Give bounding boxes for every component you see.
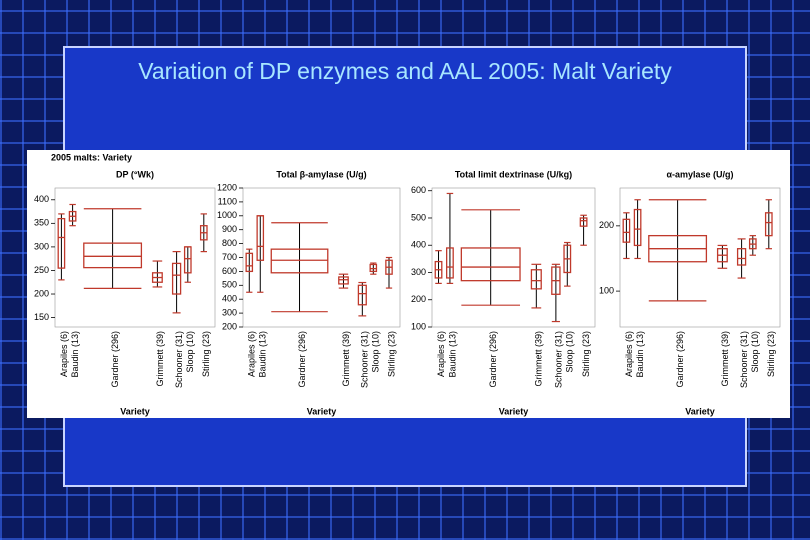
y-tick-label: 1000 (217, 210, 237, 220)
y-tick-label: 300 (34, 241, 49, 251)
figure: 2005 malts: Variety DP (°Wk) Variety 150 20… (27, 150, 790, 418)
y-tick-label: 150 (34, 312, 49, 322)
box (622, 218, 631, 243)
x-tick-label: Baudin (13) (70, 331, 80, 378)
box (270, 248, 329, 274)
box (357, 284, 367, 306)
y-tick-label: 900 (222, 224, 237, 234)
figure-title: 2005 malts: Variety (51, 152, 132, 162)
plot-frame (54, 187, 216, 328)
plot-frame (431, 187, 596, 328)
x-tick-label: Grimmett (39) (720, 331, 730, 387)
y-tick-label: 1100 (218, 196, 237, 206)
x-tick-label: Gardner (296) (297, 331, 307, 388)
x-tick-label: Schooner (31) (360, 331, 370, 388)
box (245, 252, 254, 273)
y-tick-label: 400 (34, 194, 49, 204)
box (338, 276, 349, 285)
x-tick-label: Stirling (23) (581, 331, 591, 377)
y-tick-label: 250 (34, 265, 49, 275)
chart-title: DP (°Wk) (116, 169, 154, 179)
x-tick-label: Sloop (10) (565, 331, 575, 373)
box (446, 247, 454, 279)
box (460, 247, 521, 282)
box (83, 242, 143, 269)
box (579, 217, 588, 227)
box (57, 217, 66, 269)
x-tick-label: Baudin (13) (635, 331, 645, 378)
x-tick-label: Arapiles (6) (436, 331, 446, 377)
x-tick-label: Baudin (13) (258, 331, 268, 378)
y-tick-label: 100 (599, 285, 614, 295)
x-tick-label: Schooner (31) (739, 331, 749, 388)
y-tick-label: 200 (222, 321, 237, 331)
y-tick-label: 200 (599, 220, 614, 230)
x-tick-label: Stirling (23) (766, 331, 776, 377)
slide-title: Variation of DP enzymes and AAL 2005: Ma… (138, 58, 672, 84)
x-tick-label: Gardner (296) (488, 331, 498, 388)
y-tick-label: 300 (222, 307, 237, 317)
box (183, 246, 192, 274)
x-axis-label: Variety (120, 406, 150, 416)
box (764, 212, 773, 237)
box (530, 269, 542, 290)
y-tick-label: 400 (222, 294, 237, 304)
x-tick-label: Sloop (10) (750, 331, 760, 373)
box (256, 215, 265, 261)
y-tick-label: 350 (34, 218, 49, 228)
x-tick-label: Grimmett (39) (155, 331, 165, 387)
y-tick-label: 600 (411, 185, 426, 195)
y-tick-label: 800 (222, 238, 237, 248)
y-tick-label: 100 (411, 321, 426, 331)
box (736, 248, 747, 266)
y-tick-label: 600 (222, 266, 237, 276)
chart-title: Total limit dextrinase (U/kg) (455, 169, 572, 179)
y-tick-label: 200 (34, 288, 49, 298)
y-tick-label: 500 (411, 212, 426, 222)
x-tick-label: Stirling (23) (201, 331, 211, 377)
x-tick-label: Arapiles (6) (247, 331, 257, 377)
x-tick-label: Grimmett (39) (341, 331, 351, 387)
y-tick-label: 400 (411, 240, 426, 250)
figure-background (27, 150, 790, 418)
x-tick-label: Baudin (13) (447, 331, 457, 378)
box (369, 263, 378, 273)
box (171, 262, 182, 295)
x-axis-label: Variety (499, 406, 529, 416)
y-tick-label: 500 (222, 280, 237, 290)
x-tick-label: Schooner (31) (174, 331, 184, 388)
y-tick-label: 200 (411, 294, 426, 304)
box (633, 208, 642, 247)
chart-title: α-amylase (U/g) (666, 169, 733, 179)
x-tick-label: Sloop (10) (371, 331, 381, 373)
y-tick-label: 300 (411, 267, 426, 277)
x-tick-label: Sloop (10) (185, 331, 195, 373)
chart-title: Total β-amylase (U/g) (276, 169, 366, 179)
x-axis-label: Variety (685, 406, 715, 416)
x-tick-label: Grimmett (39) (534, 331, 544, 387)
x-tick-label: Arapiles (6) (624, 331, 634, 377)
x-tick-label: Schooner (31) (553, 331, 563, 388)
x-tick-label: Arapiles (6) (59, 331, 69, 377)
x-tick-label: Gardner (296) (110, 331, 120, 388)
x-axis-label: Variety (307, 406, 337, 416)
plot-frame (619, 187, 781, 328)
x-tick-label: Gardner (296) (675, 331, 685, 388)
y-tick-label: 1200 (217, 182, 237, 192)
y-tick-label: 700 (222, 252, 237, 262)
x-tick-label: Stirling (23) (386, 331, 396, 377)
